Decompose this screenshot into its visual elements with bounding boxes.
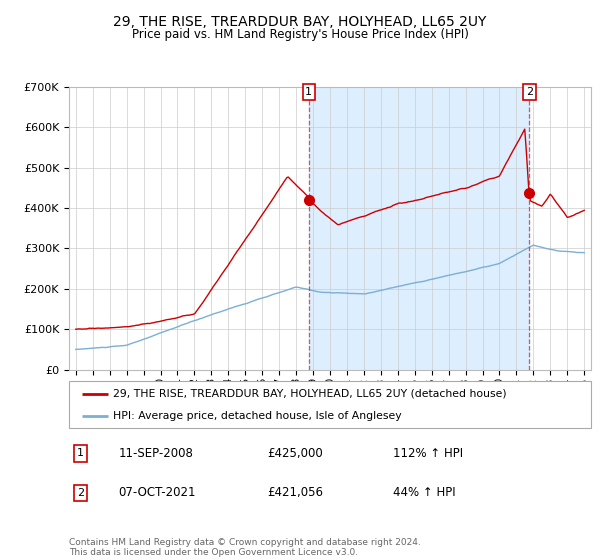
Text: HPI: Average price, detached house, Isle of Anglesey: HPI: Average price, detached house, Isle… xyxy=(113,410,402,421)
Text: £421,056: £421,056 xyxy=(268,486,323,500)
Text: 07-OCT-2021: 07-OCT-2021 xyxy=(119,486,196,500)
Text: Contains HM Land Registry data © Crown copyright and database right 2024.
This d: Contains HM Land Registry data © Crown c… xyxy=(69,538,421,557)
Text: 44% ↑ HPI: 44% ↑ HPI xyxy=(392,486,455,500)
Text: £425,000: £425,000 xyxy=(268,447,323,460)
Text: 11-SEP-2008: 11-SEP-2008 xyxy=(119,447,193,460)
Text: Price paid vs. HM Land Registry's House Price Index (HPI): Price paid vs. HM Land Registry's House … xyxy=(131,28,469,41)
Text: 29, THE RISE, TREARDDUR BAY, HOLYHEAD, LL65 2UY (detached house): 29, THE RISE, TREARDDUR BAY, HOLYHEAD, L… xyxy=(113,389,507,399)
Text: 2: 2 xyxy=(526,87,533,97)
Text: 112% ↑ HPI: 112% ↑ HPI xyxy=(392,447,463,460)
Text: 29, THE RISE, TREARDDUR BAY, HOLYHEAD, LL65 2UY: 29, THE RISE, TREARDDUR BAY, HOLYHEAD, L… xyxy=(113,15,487,29)
Text: 2: 2 xyxy=(77,488,84,498)
Text: 1: 1 xyxy=(305,87,313,97)
FancyBboxPatch shape xyxy=(69,381,591,428)
Bar xyxy=(309,87,529,370)
Text: 1: 1 xyxy=(77,449,84,459)
